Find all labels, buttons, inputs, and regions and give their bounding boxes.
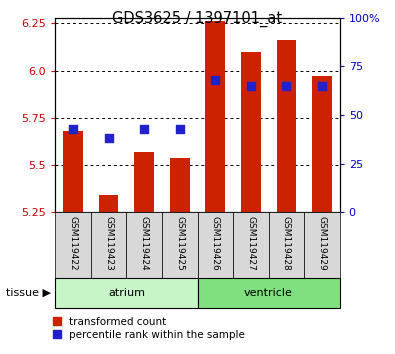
Point (248, 83, 254, 89)
Bar (99, 195, 118, 212)
Bar (205, 22, 225, 212)
Bar (63, 131, 83, 212)
FancyBboxPatch shape (55, 278, 198, 308)
Point (283, 83, 290, 89)
FancyBboxPatch shape (269, 212, 304, 278)
FancyBboxPatch shape (233, 212, 269, 278)
FancyBboxPatch shape (91, 212, 126, 278)
FancyBboxPatch shape (126, 212, 162, 278)
Point (105, 136, 112, 141)
Point (319, 83, 325, 89)
FancyBboxPatch shape (304, 212, 340, 278)
Point (70, 126, 76, 132)
Bar (241, 52, 261, 212)
Legend: transformed count, percentile rank within the sample: transformed count, percentile rank withi… (53, 317, 245, 340)
FancyBboxPatch shape (198, 212, 233, 278)
Point (177, 126, 183, 132)
Text: GSM119422: GSM119422 (69, 216, 77, 270)
FancyBboxPatch shape (55, 212, 91, 278)
Bar (170, 158, 190, 212)
Text: GSM119427: GSM119427 (246, 216, 255, 270)
Text: GSM119428: GSM119428 (282, 216, 291, 270)
Point (141, 126, 147, 132)
Text: GDS3625 / 1397101_at: GDS3625 / 1397101_at (113, 11, 282, 27)
Text: tissue ▶: tissue ▶ (6, 288, 51, 298)
Bar (276, 40, 296, 212)
Text: GSM119424: GSM119424 (140, 216, 149, 270)
Text: GSM119429: GSM119429 (318, 216, 326, 270)
Bar (134, 152, 154, 212)
Text: GSM119426: GSM119426 (211, 216, 220, 270)
Text: GSM119425: GSM119425 (175, 216, 184, 270)
Text: ventricle: ventricle (244, 288, 293, 298)
Point (212, 77, 218, 83)
FancyBboxPatch shape (162, 212, 198, 278)
FancyBboxPatch shape (198, 278, 340, 308)
Text: atrium: atrium (108, 288, 145, 298)
Bar (312, 76, 332, 212)
Text: GSM119423: GSM119423 (104, 216, 113, 270)
